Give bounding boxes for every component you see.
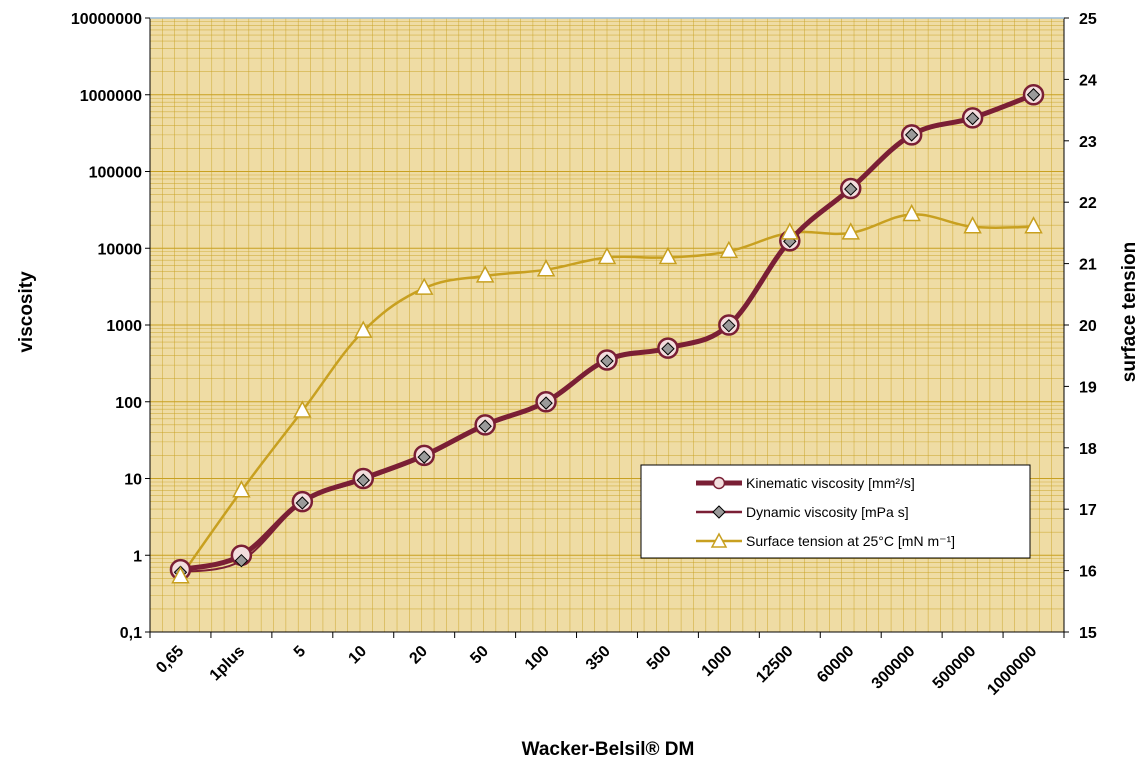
dynamic-point bbox=[904, 128, 919, 142]
left-axis-title: viscosity bbox=[16, 271, 37, 353]
left-tick-label: 10 bbox=[124, 472, 142, 489]
right-tick-label: 17 bbox=[1079, 502, 1097, 519]
surface-point bbox=[780, 222, 800, 240]
x-tick-label: 12500 bbox=[753, 643, 797, 687]
x-tick-label: 350 bbox=[583, 643, 614, 674]
surface-point bbox=[658, 246, 678, 265]
right-tick-label: 25 bbox=[1079, 11, 1097, 28]
surface-point bbox=[1024, 216, 1043, 234]
x-tick-label: 1000 bbox=[699, 643, 736, 680]
surface-point bbox=[719, 240, 739, 259]
left-tick-label: 0,1 bbox=[120, 625, 142, 642]
dynamic-point bbox=[356, 473, 370, 487]
dynamic-point bbox=[234, 553, 249, 568]
dynamic-point bbox=[722, 318, 736, 333]
left-tick-label: 10000000 bbox=[71, 11, 142, 28]
dynamic-point bbox=[661, 342, 675, 356]
dynamic-point bbox=[844, 182, 858, 196]
legend: Kinematic viscosity [mm²/s] Dynamic visc… bbox=[640, 464, 1031, 559]
right-tick-label: 21 bbox=[1079, 257, 1097, 274]
x-axis-title: Wacker-Belsil® DM bbox=[522, 739, 695, 760]
x-tick-label: 1000000 bbox=[984, 643, 1040, 699]
x-tick-label: 10 bbox=[345, 643, 370, 668]
left-tick-label: 1000000 bbox=[80, 88, 142, 105]
legend-label-dynamic: Dynamic viscosity [mPa s] bbox=[746, 504, 909, 520]
surface-point bbox=[293, 400, 312, 418]
legend-item-dynamic: Dynamic viscosity [mPa s] bbox=[696, 504, 909, 520]
left-axis-ticks: 0,1 1 10 100 1000 10000 100000 1000000 10000000 bbox=[71, 11, 150, 642]
surface-point bbox=[902, 203, 921, 222]
surface-point bbox=[171, 566, 190, 584]
x-tick-label: 300000 bbox=[869, 643, 919, 693]
legend-item-kinematic: Kinematic viscosity [mm²/s] bbox=[696, 475, 915, 491]
right-tick-label: 23 bbox=[1079, 134, 1097, 151]
x-tick-label: 500 bbox=[644, 643, 675, 674]
dynamic-point bbox=[295, 496, 310, 510]
x-tick-label: 5 bbox=[291, 643, 309, 661]
legend-circle-marker-icon bbox=[712, 476, 726, 490]
dynamic-point bbox=[417, 450, 431, 464]
x-tick-label: 0,65 bbox=[153, 643, 187, 677]
x-tick-label: 500000 bbox=[930, 643, 980, 693]
surface-point bbox=[536, 259, 556, 277]
legend-triangle-marker-icon bbox=[710, 532, 728, 548]
left-tick-label: 100000 bbox=[89, 165, 142, 182]
right-tick-label: 16 bbox=[1079, 564, 1097, 581]
x-tick-label: 50 bbox=[467, 643, 492, 668]
surface-point bbox=[597, 246, 617, 265]
left-tick-label: 10000 bbox=[98, 241, 143, 258]
left-tick-label: 1 bbox=[133, 548, 142, 565]
right-tick-label: 15 bbox=[1079, 625, 1097, 642]
surface-point bbox=[841, 222, 860, 240]
dynamic-point bbox=[539, 396, 553, 410]
right-tick-label: 24 bbox=[1079, 72, 1097, 89]
dynamic-point bbox=[1026, 88, 1041, 102]
dynamic-point bbox=[478, 419, 492, 433]
legend-item-surface: Surface tension at 25°C [mN m⁻¹] bbox=[696, 532, 955, 549]
surface-point bbox=[232, 480, 251, 498]
right-tick-label: 22 bbox=[1079, 195, 1097, 212]
surface-point bbox=[963, 216, 982, 234]
right-tick-label: 19 bbox=[1079, 379, 1097, 396]
x-tick-label: 60000 bbox=[814, 643, 858, 687]
dynamic-point bbox=[965, 111, 980, 126]
right-axis-title: surface tension bbox=[1119, 242, 1140, 382]
right-tick-label: 20 bbox=[1079, 318, 1097, 335]
left-tick-label: 1000 bbox=[106, 318, 142, 335]
x-tick-label: 1plus bbox=[207, 643, 249, 685]
right-axis-ticks: 15 16 17 18 19 20 21 22 23 24 25 bbox=[1064, 11, 1097, 642]
x-axis-ticks: 0,65 1plus 5 10 20 50 100 350 500 1000 12500 60000 3… bbox=[149, 632, 1065, 699]
legend-label-surface: Surface tension at 25°C [mN m⁻¹] bbox=[746, 533, 955, 549]
surface-point bbox=[354, 320, 373, 338]
dynamic-point bbox=[600, 354, 614, 368]
x-tick-label: 20 bbox=[406, 643, 431, 668]
right-tick-label: 18 bbox=[1079, 441, 1097, 458]
left-tick-label: 100 bbox=[115, 395, 142, 412]
surface-point bbox=[475, 265, 495, 283]
legend-label-kinematic: Kinematic viscosity [mm²/s] bbox=[746, 475, 915, 491]
series bbox=[169, 84, 1045, 584]
x-tick-label: 100 bbox=[522, 643, 553, 674]
legend-diamond-marker-icon bbox=[712, 505, 726, 519]
surface-point bbox=[414, 277, 434, 295]
